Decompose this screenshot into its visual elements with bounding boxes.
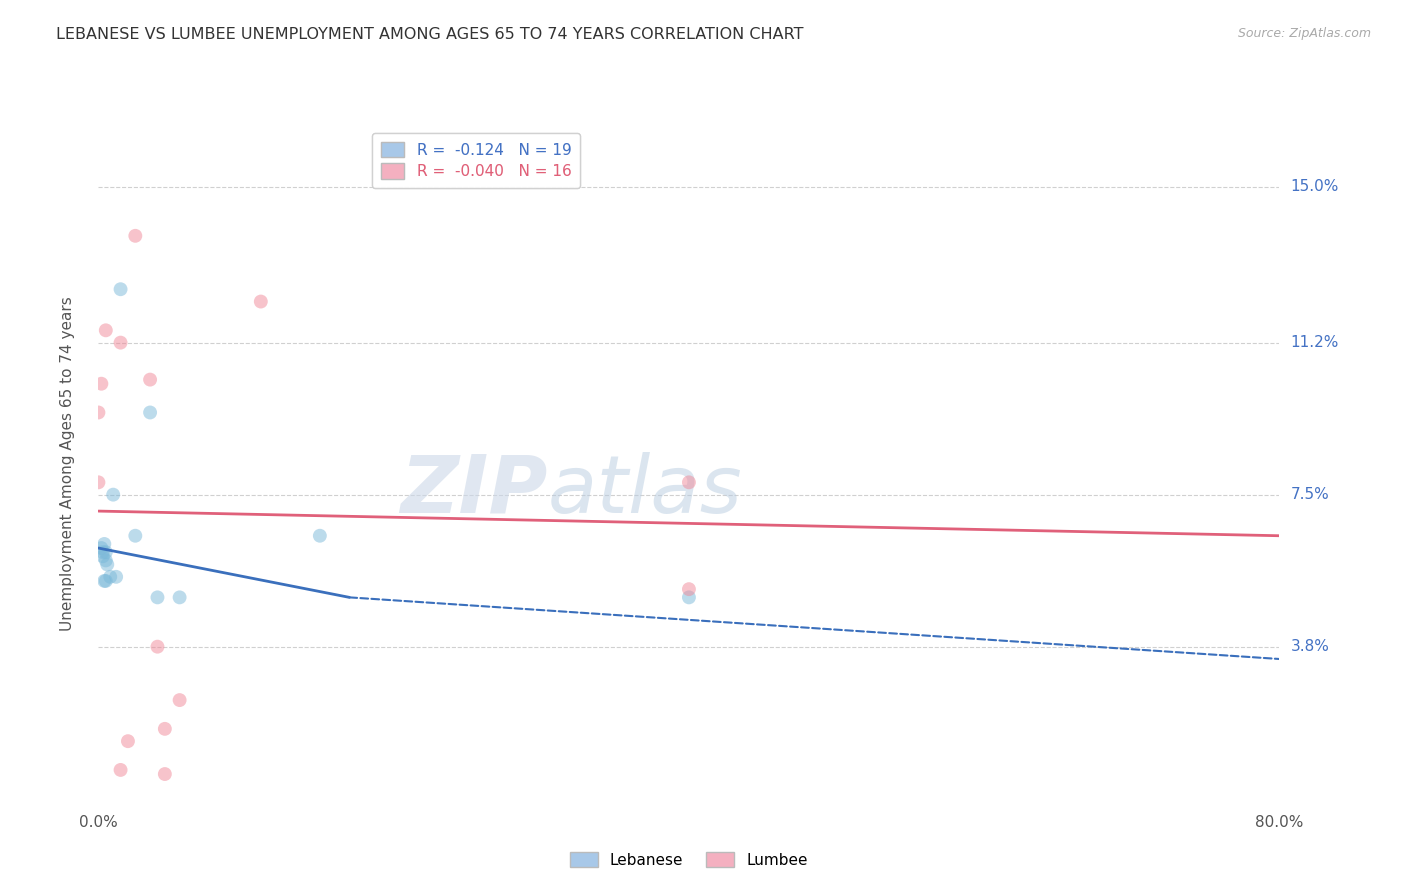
Point [117,734,139,748]
Point [91,545,114,559]
Point [94,574,117,588]
Point [146,640,169,654]
Point [146,591,169,605]
Point [98,570,121,584]
Point [87,475,110,490]
Point [94,553,117,567]
Legend: R =  -0.124   N = 19, R =  -0.040   N = 16: R = -0.124 N = 19, R = -0.040 N = 16 [373,133,581,188]
Text: LEBANESE VS LUMBEE UNEMPLOYMENT AMONG AGES 65 TO 74 YEARS CORRELATION CHART: LEBANESE VS LUMBEE UNEMPLOYMENT AMONG AG… [56,27,804,42]
Point [105,570,128,584]
Point [153,722,176,736]
Point [678,475,700,490]
Text: Source: ZipAtlas.com: Source: ZipAtlas.com [1237,27,1371,40]
Point [110,763,132,777]
Point [678,591,700,605]
Point [678,582,700,596]
Point [93,537,115,551]
Point [87,405,110,419]
Text: ZIP: ZIP [399,452,547,530]
Text: 3.8%: 3.8% [1291,640,1330,654]
Text: 15.0%: 15.0% [1291,179,1339,194]
Text: 7.5%: 7.5% [1291,487,1329,502]
Text: atlas: atlas [547,452,742,530]
Point [124,228,146,243]
Point [94,323,117,337]
Point [139,405,162,419]
Text: 11.2%: 11.2% [1291,335,1339,351]
Legend: Lebanese, Lumbee: Lebanese, Lumbee [562,844,815,875]
Point [169,591,191,605]
Y-axis label: Unemployment Among Ages 65 to 74 years: Unemployment Among Ages 65 to 74 years [60,296,75,632]
Point [110,282,132,296]
Point [90,376,112,391]
Point [110,335,132,350]
Point [103,488,125,502]
Point [96,558,118,572]
Point [124,529,146,543]
Point [90,541,112,555]
Point [91,549,114,564]
Point [309,529,332,543]
Point [139,373,162,387]
Point [94,545,117,559]
Point [250,294,273,309]
Point [153,767,176,781]
Point [93,574,115,588]
Point [169,693,191,707]
